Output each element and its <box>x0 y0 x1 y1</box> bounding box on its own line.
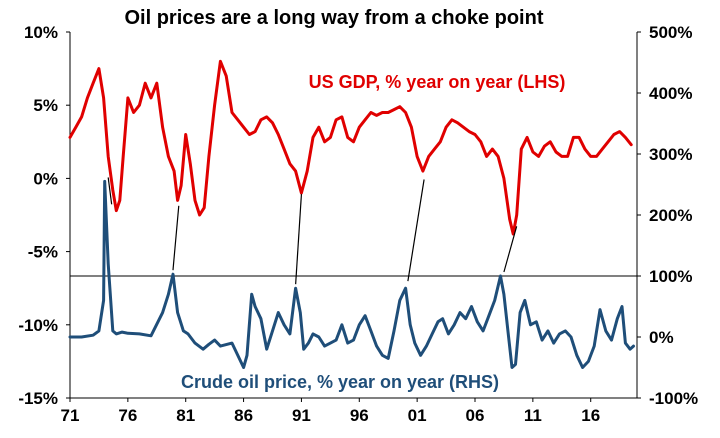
right-tick-label: 300% <box>649 145 692 164</box>
x-tick-label: 76 <box>118 406 137 425</box>
series-line-oil <box>68 179 635 369</box>
x-tick-label: 01 <box>408 406 427 425</box>
left-tick-label: -5% <box>28 243 58 262</box>
left-tick-label: 0% <box>33 169 58 188</box>
right-tick-label: 100% <box>649 267 692 286</box>
left-tick-label: -15% <box>18 389 58 408</box>
right-axis-ticks: 500% 400% 300% 200% 100% 0% -100% <box>637 23 698 408</box>
x-tick-label: 86 <box>234 406 253 425</box>
connector-line <box>172 205 180 271</box>
annotations: US GDP, % year on year (LHS) Crude oil pr… <box>107 72 566 392</box>
connector-line <box>107 177 113 205</box>
right-tick-label: 0% <box>649 328 674 347</box>
connector-line <box>503 226 518 273</box>
series-layer <box>68 59 635 369</box>
chart-title: Oil prices are a long way from a choke p… <box>124 7 543 29</box>
oil-series-label: Crude oil price, % year on year (RHS) <box>181 372 499 392</box>
x-tick-label: 06 <box>466 406 485 425</box>
x-tick-label: 81 <box>176 406 195 425</box>
left-axis-ticks: 10% 5% 0% -5% -10% -15% <box>18 23 70 408</box>
gdp-series-label: US GDP, % year on year (LHS) <box>309 72 566 92</box>
x-axis-ticks: 71 76 81 86 91 96 01 06 11 16 <box>61 398 600 425</box>
left-tick-label: 10% <box>24 23 58 42</box>
left-tick-label: -10% <box>18 316 58 335</box>
series-line-gdp <box>68 59 633 236</box>
x-tick-label: 91 <box>292 406 311 425</box>
x-tick-label: 11 <box>524 406 542 425</box>
left-tick-label: 5% <box>33 96 58 115</box>
x-tick-label: 96 <box>350 406 369 425</box>
right-tick-label: 400% <box>649 84 692 103</box>
right-tick-label: 200% <box>649 206 692 225</box>
right-tick-label: -100% <box>649 389 698 408</box>
connector-line <box>407 179 425 282</box>
right-tick-label: 500% <box>649 23 692 42</box>
x-tick-label: 16 <box>581 406 600 425</box>
connector-line <box>295 194 303 285</box>
x-tick-label: 71 <box>61 406 80 425</box>
